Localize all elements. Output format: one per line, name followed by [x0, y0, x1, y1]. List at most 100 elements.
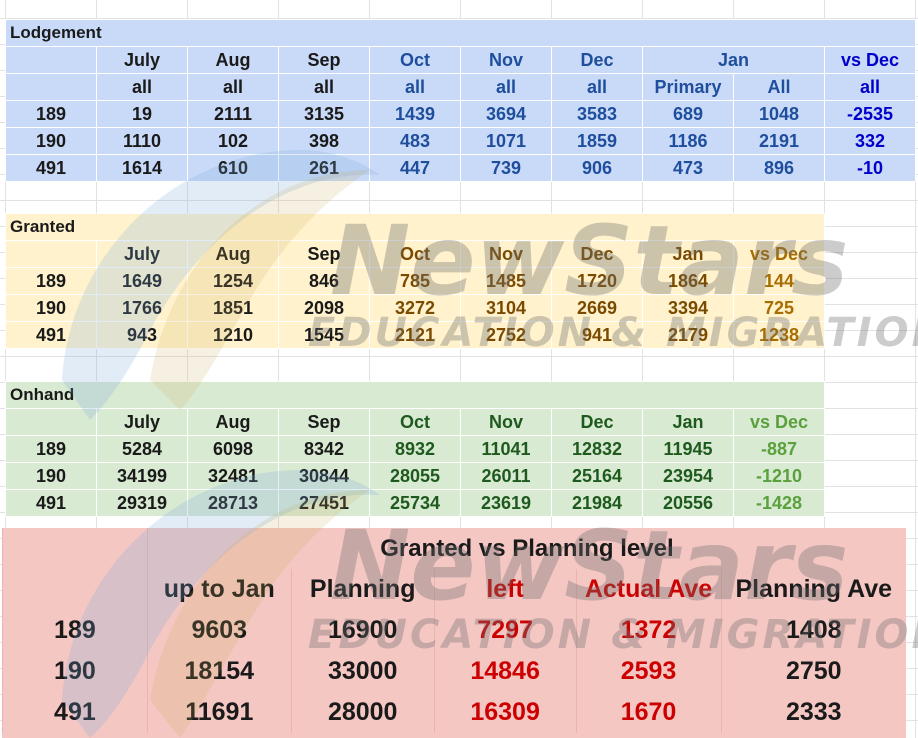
table-cell[interactable]: 23954: [642, 462, 734, 490]
column-header[interactable]: Planning Ave: [720, 569, 906, 610]
month-header[interactable]: July: [96, 240, 188, 268]
table-cell[interactable]: 473: [642, 154, 734, 182]
cell-empty[interactable]: [5, 46, 97, 74]
table-cell[interactable]: 102: [187, 127, 279, 155]
table-cell[interactable]: 1210: [187, 321, 279, 349]
table-cell[interactable]: -10: [824, 154, 916, 182]
table-cell[interactable]: 12832: [551, 435, 643, 463]
column-header[interactable]: up to Jan: [146, 569, 292, 610]
table-cell[interactable]: 2191: [733, 127, 825, 155]
table-cell[interactable]: 941: [551, 321, 643, 349]
visa-subclass[interactable]: 491: [5, 321, 97, 349]
table-cell[interactable]: 16900: [290, 610, 435, 651]
table-cell[interactable]: 332: [824, 127, 916, 155]
table-cell[interactable]: 2098: [278, 294, 370, 322]
table-cell[interactable]: 1545: [278, 321, 370, 349]
table-cell[interactable]: 9603: [146, 610, 292, 651]
cell-empty[interactable]: [5, 408, 97, 436]
table-cell[interactable]: 725: [733, 294, 825, 322]
table-cell[interactable]: 1485: [460, 267, 552, 295]
cell-empty[interactable]: [5, 73, 97, 101]
table-cell[interactable]: 1186: [642, 127, 734, 155]
table-cell[interactable]: 785: [369, 267, 461, 295]
table-cell[interactable]: 896: [733, 154, 825, 182]
table-cell[interactable]: 2593: [575, 651, 722, 692]
table-cell[interactable]: 1766: [96, 294, 188, 322]
sub-header[interactable]: all: [278, 73, 370, 101]
lodgement-title[interactable]: Lodgement: [5, 19, 916, 47]
table-cell[interactable]: 25164: [551, 462, 643, 490]
sub-header[interactable]: all: [824, 73, 916, 101]
onhand-title[interactable]: Onhand: [5, 381, 825, 409]
sub-header[interactable]: all: [369, 73, 461, 101]
month-header[interactable]: Nov: [460, 46, 552, 74]
month-header[interactable]: Oct: [369, 46, 461, 74]
visa-subclass[interactable]: 189: [5, 100, 97, 128]
month-header[interactable]: Dec: [551, 46, 643, 74]
visa-subclass[interactable]: 190: [2, 651, 148, 692]
table-cell[interactable]: 33000: [290, 651, 435, 692]
column-header[interactable]: Planning: [290, 569, 435, 610]
table-cell[interactable]: 906: [551, 154, 643, 182]
table-cell[interactable]: 1720: [551, 267, 643, 295]
cell-empty[interactable]: [5, 240, 97, 268]
visa-subclass[interactable]: 190: [5, 462, 97, 490]
table-cell[interactable]: 20556: [642, 489, 734, 517]
visa-subclass[interactable]: 189: [2, 610, 148, 651]
table-cell[interactable]: 14846: [433, 651, 577, 692]
sub-header[interactable]: All: [733, 73, 825, 101]
cell-empty[interactable]: [2, 569, 148, 610]
table-cell[interactable]: 3104: [460, 294, 552, 322]
table-cell[interactable]: 3694: [460, 100, 552, 128]
table-cell[interactable]: 28055: [369, 462, 461, 490]
table-cell[interactable]: 1110: [96, 127, 188, 155]
table-cell[interactable]: 2179: [642, 321, 734, 349]
table-cell[interactable]: 27451: [278, 489, 370, 517]
table-cell[interactable]: 3583: [551, 100, 643, 128]
table-cell[interactable]: 1851: [187, 294, 279, 322]
table-cell[interactable]: 1439: [369, 100, 461, 128]
table-cell[interactable]: 3135: [278, 100, 370, 128]
month-header[interactable]: Sep: [278, 46, 370, 74]
month-header[interactable]: Nov: [460, 408, 552, 436]
table-cell[interactable]: 11945: [642, 435, 734, 463]
table-cell[interactable]: 398: [278, 127, 370, 155]
table-cell[interactable]: 1649: [96, 267, 188, 295]
month-header[interactable]: Oct: [369, 408, 461, 436]
column-header[interactable]: left: [433, 569, 577, 610]
table-cell[interactable]: 29319: [96, 489, 188, 517]
table-cell[interactable]: 28713: [187, 489, 279, 517]
month-header[interactable]: Sep: [278, 408, 370, 436]
visa-subclass[interactable]: 190: [5, 294, 97, 322]
month-header[interactable]: Sep: [278, 240, 370, 268]
table-cell[interactable]: 26011: [460, 462, 552, 490]
visa-subclass[interactable]: 491: [5, 489, 97, 517]
visa-subclass[interactable]: 190: [5, 127, 97, 155]
table-cell[interactable]: 2121: [369, 321, 461, 349]
table-cell[interactable]: 7297: [433, 610, 577, 651]
month-header[interactable]: Aug: [187, 240, 279, 268]
month-header[interactable]: July: [96, 408, 188, 436]
table-cell[interactable]: 1372: [575, 610, 722, 651]
table-cell[interactable]: 32481: [187, 462, 279, 490]
sub-header[interactable]: all: [460, 73, 552, 101]
table-cell[interactable]: 30844: [278, 462, 370, 490]
table-cell[interactable]: 3394: [642, 294, 734, 322]
table-cell[interactable]: 261: [278, 154, 370, 182]
table-cell[interactable]: 689: [642, 100, 734, 128]
table-cell[interactable]: 610: [187, 154, 279, 182]
table-cell[interactable]: 8932: [369, 435, 461, 463]
table-cell[interactable]: -2535: [824, 100, 916, 128]
granted-title[interactable]: Granted: [5, 213, 825, 241]
table-cell[interactable]: -1428: [733, 489, 825, 517]
month-header[interactable]: Dec: [551, 408, 643, 436]
table-cell[interactable]: 2669: [551, 294, 643, 322]
table-cell[interactable]: 5284: [96, 435, 188, 463]
month-header[interactable]: vs Dec: [824, 46, 916, 74]
table-cell[interactable]: 1859: [551, 127, 643, 155]
month-header[interactable]: July: [96, 46, 188, 74]
visa-subclass[interactable]: 491: [2, 692, 148, 733]
month-header[interactable]: Jan: [642, 46, 825, 74]
table-cell[interactable]: 28000: [290, 692, 435, 733]
table-cell[interactable]: 11041: [460, 435, 552, 463]
